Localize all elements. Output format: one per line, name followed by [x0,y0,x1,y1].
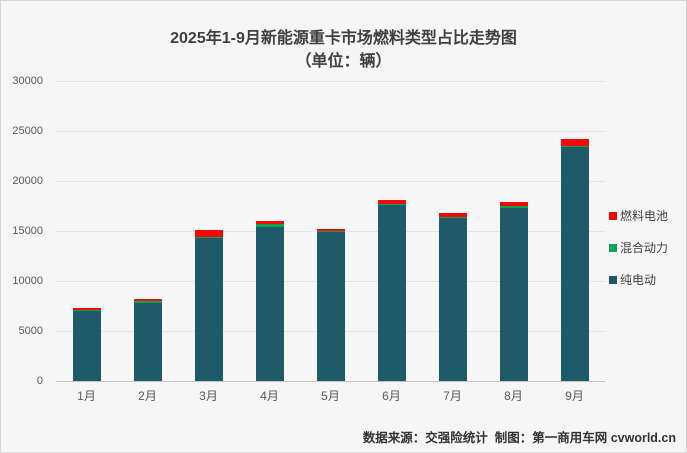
bar-slot-6月 [361,81,422,381]
stacked-bar-8月 [499,201,528,381]
x-tick-label: 5月 [321,389,340,403]
gridline-0 [56,381,605,382]
bar-slot-3月 [178,81,239,381]
segment-纯电动 [194,237,223,381]
stacked-bar-6月 [377,199,406,381]
segment-混合动力 [560,146,589,147]
chart-subtitle: （单位：辆） [295,53,392,70]
bar-slot-1月 [56,81,117,381]
x-tick-label: 7月 [443,389,462,403]
x-tick-label: 1月 [77,389,96,403]
legend-label: 燃料电池 [620,209,669,223]
segment-混合动力 [316,230,345,232]
y-tick-label: 30000 [12,75,43,87]
y-tick-label: 15000 [12,225,43,237]
y-tick-label: 0 [36,375,43,387]
segment-纯电动 [560,146,589,381]
segment-混合动力 [133,301,162,303]
legend-label: 混合动力 [620,241,669,255]
chart-title: 2025年1-9月新能源重卡市场燃料类型占比走势图 [170,30,517,47]
plot-area [56,81,605,382]
legend-swatch-icon [609,211,617,220]
y-tick-label: 20000 [12,175,43,187]
segment-纯电动 [499,207,528,381]
legend-item-纯电动: 纯电动 [609,273,668,287]
stacked-bar-1月 [72,307,101,381]
bar-slot-7月 [422,81,483,381]
stacked-bar-2月 [133,298,162,381]
y-tick-label: 25000 [12,125,43,137]
segment-燃料电池 [133,298,162,301]
segment-燃料电池 [438,212,467,217]
x-tick-label: 3月 [199,389,218,403]
x-tick-label: 2月 [138,389,157,403]
segment-混合动力 [377,204,406,205]
legend-item-燃料电池: 燃料电池 [609,209,669,223]
segment-混合动力 [499,205,528,208]
segment-燃料电池 [72,307,101,311]
legend-label: 纯电动 [620,273,657,287]
stacked-bar-3月 [194,229,223,381]
x-tick-label: 9月 [565,389,584,403]
x-tick-label: 4月 [260,389,279,403]
segment-纯电动 [255,226,284,381]
bar-slot-8月 [483,81,544,381]
segment-燃料电池 [255,221,284,224]
chart-title-block: 2025年1-9月新能源重卡市场燃料类型占比走势图 （单位：辆） [1,27,686,73]
segment-混合动力 [194,237,223,238]
segment-纯电动 [316,231,345,381]
stacked-bar-4月 [255,221,284,381]
footer-source-credit: 数据来源：交强险统计 制图：第一商用车网 cvworld.cn [362,431,676,445]
bar-slot-4月 [239,81,300,381]
gridline-20000 [56,181,605,182]
x-axis-labels: 1月 2月 3月 4月 5月 6月 7月 8月 9月 [56,387,605,404]
legend-swatch-icon [609,275,617,284]
segment-燃料电池 [194,229,223,237]
segment-纯电动 [438,218,467,381]
segment-纯电动 [72,310,101,381]
bars-container [56,81,605,381]
legend-swatch-icon [609,243,617,252]
stacked-bar-7月 [438,212,467,381]
y-axis-labels: 0 5000 10000 15000 20000 25000 30000 [1,75,49,387]
segment-燃料电池 [377,199,406,204]
segment-燃料电池 [560,138,589,146]
stacked-bar-9月 [560,138,589,381]
legend-item-混合动力: 混合动力 [609,241,669,255]
x-tick-label: 8月 [504,389,523,403]
bar-slot-5月 [300,81,361,381]
segment-混合动力 [255,224,284,227]
y-tick-label: 5000 [18,325,43,337]
gridline-30000 [56,81,605,82]
bar-slot-9月 [544,81,605,381]
segment-燃料电池 [316,228,345,231]
legend: 燃料电池混合动力纯电动 [609,209,668,305]
y-tick-label: 10000 [12,275,43,287]
segment-混合动力 [438,217,467,218]
gridline-25000 [56,131,605,132]
segment-纯电动 [133,302,162,381]
stacked-bar-5月 [316,228,345,381]
bar-slot-2月 [117,81,178,381]
segment-纯电动 [377,204,406,381]
segment-燃料电池 [499,201,528,206]
x-tick-label: 6月 [382,389,401,403]
